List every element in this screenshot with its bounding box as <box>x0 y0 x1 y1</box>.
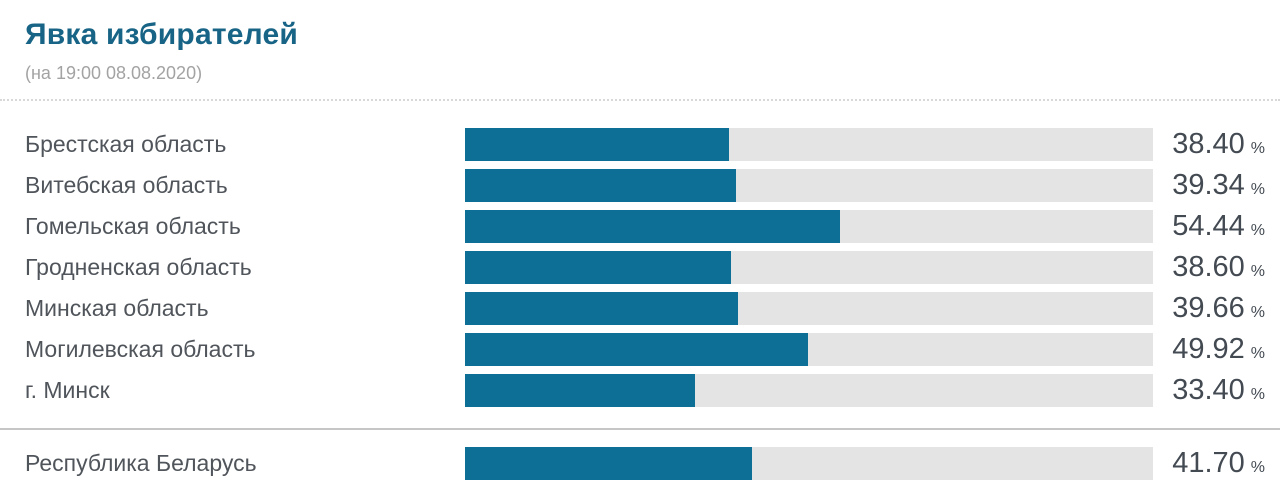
chart-row-total: Республика Беларусь 41.70% <box>0 443 1280 484</box>
region-label: Гомельская область <box>25 213 241 239</box>
region-rows: Брестская область 38.40% Витебская облас… <box>0 124 1280 411</box>
bar-track <box>465 251 1153 284</box>
chart-row: Витебская область 39.34% <box>0 165 1280 206</box>
chart-title: Явка избирателей <box>25 18 298 51</box>
percent-sign: % <box>1250 459 1265 476</box>
bar-track <box>465 374 1153 407</box>
bar-fill <box>465 210 840 243</box>
region-label: Минская область <box>25 295 209 321</box>
turnout-number: 54.44 <box>1172 210 1245 242</box>
region-label: Витебская область <box>25 172 228 198</box>
chart-row: Могилевская область 49.92% <box>0 329 1280 370</box>
chart-row: Гродненская область 38.60% <box>0 247 1280 288</box>
bar-track <box>465 128 1153 161</box>
bar-fill <box>465 447 752 480</box>
country-label: Республика Беларусь <box>25 450 257 476</box>
percent-sign: % <box>1250 345 1265 362</box>
bar-track <box>465 333 1153 366</box>
chart-subtitle: (на 19:00 08.08.2020) <box>25 63 203 83</box>
chart-header: Явка избирателей (на 19:00 08.08.2020) <box>0 0 1280 85</box>
percent-sign: % <box>1250 304 1265 321</box>
bar-track <box>465 169 1153 202</box>
total-section: Республика Беларусь 41.70% <box>0 443 1280 484</box>
percent-sign: % <box>1250 386 1265 403</box>
chart-row: г. Минск 33.40% <box>0 370 1280 411</box>
bar-track <box>465 292 1153 325</box>
bar-fill <box>465 169 736 202</box>
solid-divider <box>0 428 1280 430</box>
chart-row: Брестская область 38.40% <box>0 124 1280 165</box>
turnout-value: 41.70% <box>1153 447 1280 480</box>
region-label: Могилевская область <box>25 336 256 362</box>
bar-fill <box>465 128 730 161</box>
turnout-value: 38.60% <box>1153 251 1280 284</box>
turnout-number: 33.40 <box>1172 374 1245 406</box>
bar-track <box>465 210 1153 243</box>
turnout-number: 41.70 <box>1172 447 1245 479</box>
turnout-number: 38.60 <box>1172 251 1245 283</box>
turnout-value: 38.40% <box>1153 128 1280 161</box>
turnout-number: 39.66 <box>1172 292 1245 324</box>
chart-row: Гомельская область 54.44% <box>0 206 1280 247</box>
bar-fill <box>465 374 695 407</box>
region-label: Гродненская область <box>25 254 252 280</box>
region-label: Брестская область <box>25 131 227 157</box>
bar-fill <box>465 292 738 325</box>
chart-row: Минская область 39.66% <box>0 288 1280 329</box>
turnout-value: 54.44% <box>1153 210 1280 243</box>
region-label: г. Минск <box>25 377 110 403</box>
turnout-number: 49.92 <box>1172 333 1245 365</box>
turnout-value: 39.34% <box>1153 169 1280 202</box>
percent-sign: % <box>1250 140 1265 157</box>
turnout-number: 39.34 <box>1172 169 1245 201</box>
turnout-value: 33.40% <box>1153 374 1280 407</box>
percent-sign: % <box>1250 181 1265 198</box>
turnout-value: 49.92% <box>1153 333 1280 366</box>
turnout-value: 39.66% <box>1153 292 1280 325</box>
bar-fill <box>465 251 731 284</box>
bar-track <box>465 447 1153 480</box>
bar-fill <box>465 333 809 366</box>
dotted-divider <box>0 99 1280 101</box>
percent-sign: % <box>1250 263 1265 280</box>
turnout-number: 38.40 <box>1172 128 1245 160</box>
percent-sign: % <box>1250 222 1265 239</box>
